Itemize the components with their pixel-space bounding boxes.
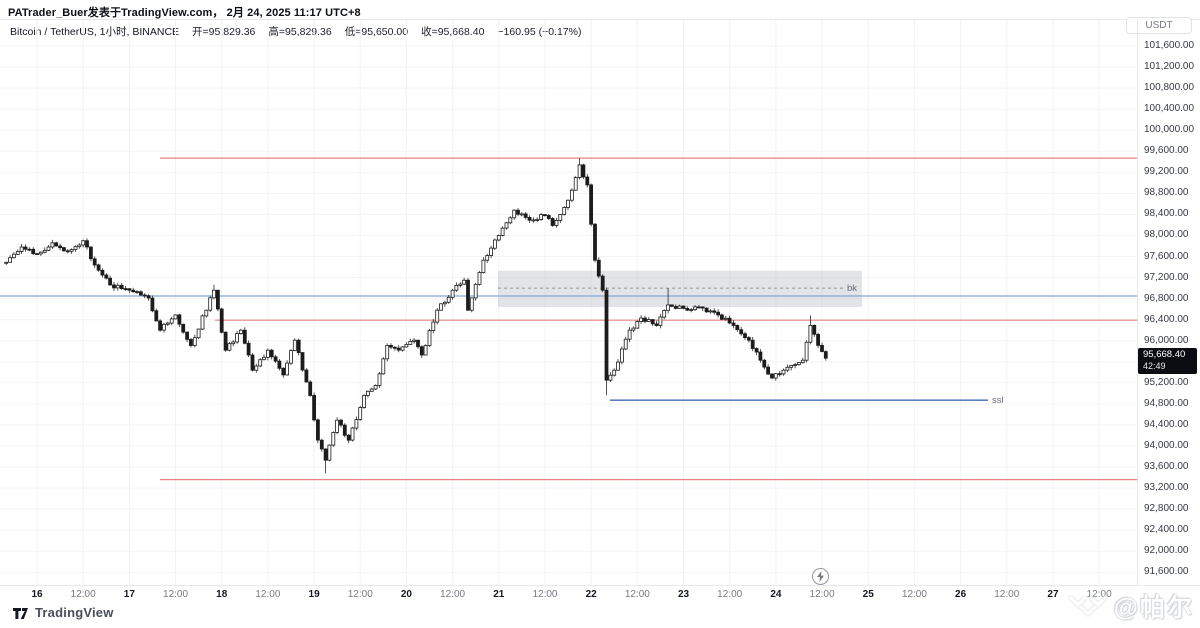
time-axis-label: 12:00 (347, 589, 373, 600)
ohlc-open: 开=95,829.36 (192, 26, 256, 38)
price-axis-label: 95,200.00 (1144, 376, 1189, 388)
time-axis-label: 12:00 (255, 589, 281, 600)
bar-countdown: 42:49 (1143, 360, 1166, 371)
price-axis-label: 94,400.00 (1144, 418, 1189, 430)
time-axis-label: 19 (308, 589, 320, 600)
price-axis-label: 97,600.00 (1144, 250, 1189, 262)
time-axis-label: 24 (770, 589, 782, 600)
candlestick-chart-canvas[interactable]: bk ssl (0, 20, 1137, 585)
currency-toggle-button[interactable]: USDT (1126, 17, 1192, 34)
time-axis-label: 12:00 (717, 589, 743, 600)
symbol-title: Bitcoin / TetherUS, 1小时, BINANCE (10, 26, 180, 38)
last-price-value: 95,668.40 (1143, 349, 1186, 360)
symbol-info-bar: Bitcoin / TetherUS, 1小时, BINANCE 开=95,82… (10, 24, 581, 39)
price-axis-label: 98,800.00 (1144, 187, 1189, 199)
price-axis-label: 96,000.00 (1144, 334, 1189, 346)
price-axis-label: 93,600.00 (1144, 461, 1189, 472)
time-axis-label: 12:00 (624, 589, 650, 600)
watermark-handle-text: @帕尔 (1113, 594, 1194, 622)
last-price-badge: 95,668.40 42:49 (1138, 348, 1197, 374)
price-axis-label: 100,400.00 (1144, 103, 1195, 115)
price-axis-label: 98,000.00 (1144, 229, 1189, 241)
time-axis-label: 12:00 (994, 589, 1020, 600)
lightning-bolt-icon (817, 571, 824, 582)
tradingview-brand-text: TradingView (35, 605, 114, 620)
svg-text:ssl: ssl (992, 395, 1004, 406)
price-axis-label: 97,200.00 (1144, 271, 1189, 283)
price-axis-label: 93,200.00 (1144, 482, 1189, 494)
time-axis-label: 17 (123, 589, 135, 600)
candlestick-series[interactable] (4, 158, 828, 474)
header-divider (0, 19, 1200, 20)
time-axis-divider (0, 585, 1200, 586)
price-axis-label: 99,600.00 (1144, 145, 1189, 157)
time-axis-label: 23 (677, 589, 690, 600)
price-axis-label: 94,000.00 (1144, 439, 1189, 451)
price-axis-label: 92,000.00 (1144, 545, 1189, 557)
time-axis-label: 12:00 (901, 589, 927, 600)
time-axis-label: 16 (31, 589, 43, 600)
time-axis-label: 12:00 (532, 589, 558, 600)
time-axis-label: 12:00 (440, 589, 466, 600)
time-axis-label: 25 (862, 589, 874, 600)
time-axis-label: 21 (493, 589, 505, 600)
ohlc-high: 高=95,829.36 (268, 26, 332, 38)
time-axis-label: 22 (585, 589, 597, 600)
svg-text:bk: bk (847, 283, 857, 294)
attribution-text: PATrader_Buer发表于TradingView.com， 2月 24, … (8, 7, 361, 19)
price-axis-label: 101,200.00 (1144, 61, 1195, 73)
time-axis-label: 27 (1047, 589, 1059, 600)
price-axis-label: 92,400.00 (1144, 524, 1189, 536)
tradingview-logo-icon (13, 608, 28, 619)
price-axis-label: 96,400.00 (1144, 313, 1189, 325)
price-axis-label: 100,000.00 (1144, 124, 1195, 136)
price-axis-label: 100,800.00 (1144, 82, 1195, 94)
price-axis-label: 94,800.00 (1144, 397, 1189, 409)
market-status-icon[interactable] (812, 568, 829, 585)
ssl-line[interactable]: ssl (610, 395, 1004, 406)
time-axis-label: 26 (955, 589, 967, 600)
price-axis-label: 101,600.00 (1144, 40, 1195, 51)
price-axis-divider (1137, 20, 1138, 585)
time-axis-label: 20 (400, 589, 412, 600)
time-axis-label: 12:00 (1086, 589, 1112, 600)
time-axis-label: 12:00 (70, 589, 96, 600)
price-axis-label: 98,400.00 (1144, 208, 1189, 220)
price-axis-label: 92,800.00 (1144, 503, 1189, 515)
supply-zone-bk[interactable]: bk (498, 270, 862, 307)
price-axis-label: 99,200.00 (1144, 166, 1189, 178)
price-axis-label: 91,600.00 (1144, 566, 1189, 578)
tradingview-logo-link[interactable]: TradingView (12, 604, 114, 621)
time-axis-label: 18 (216, 589, 228, 600)
time-axis-label: 12:00 (809, 589, 835, 600)
ohlc-change: −160.95 (−0.17%) (497, 26, 582, 38)
time-axis-label: 12:00 (163, 589, 189, 600)
price-axis-label: 96,800.00 (1144, 292, 1189, 304)
